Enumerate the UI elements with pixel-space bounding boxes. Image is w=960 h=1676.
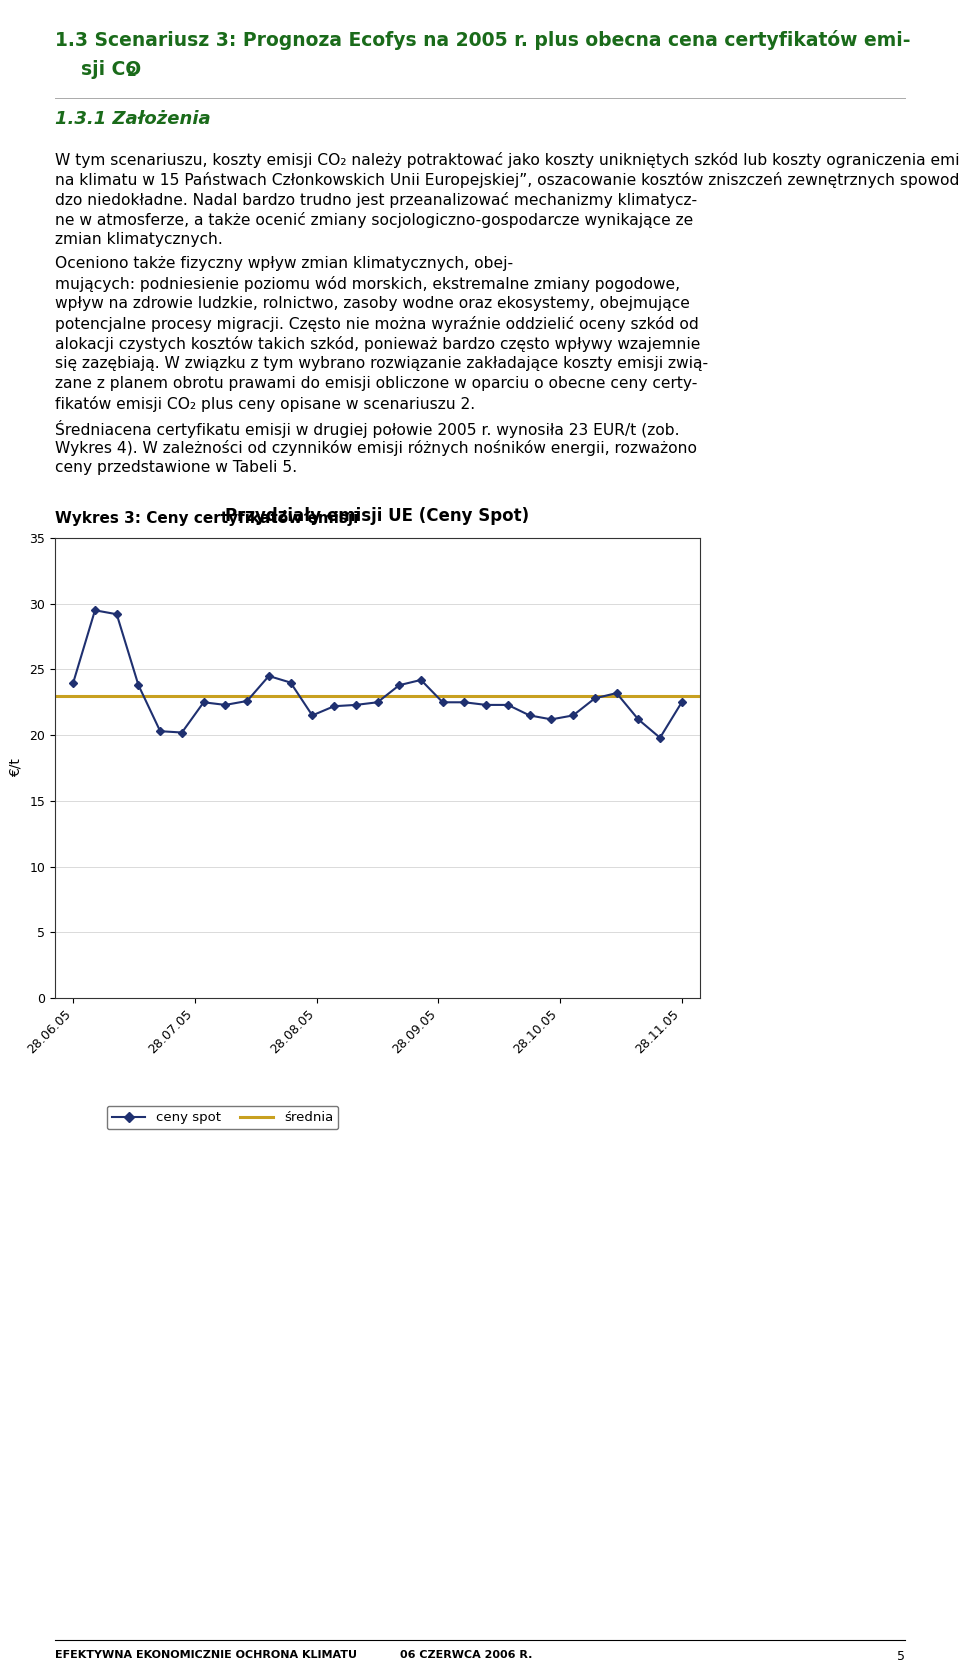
Text: na klimatu w 15 Państwach Członkowskich Unii Europejskiej”, oszacowanie kosztów : na klimatu w 15 Państwach Członkowskich … [55, 173, 960, 188]
Text: 1.3.1 Założenia: 1.3.1 Założenia [55, 111, 210, 127]
Text: 2: 2 [127, 65, 136, 79]
Text: alokacji czystych kosztów takich szkód, ponieważ bardzo często wpływy wzajemnie: alokacji czystych kosztów takich szkód, … [55, 335, 701, 352]
Text: sji CO: sji CO [55, 60, 141, 79]
Title: Przydziały emisji UE (Ceny Spot): Przydziały emisji UE (Ceny Spot) [226, 508, 530, 525]
Text: Wykres 3: Ceny certyfikatów emisji: Wykres 3: Ceny certyfikatów emisji [55, 510, 358, 526]
Text: fikatów emisji CO₂ plus ceny opisane w scenariuszu 2.: fikatów emisji CO₂ plus ceny opisane w s… [55, 396, 475, 412]
Y-axis label: €/t: €/t [9, 759, 22, 778]
Text: się zazębiają. W związku z tym wybrano rozwiązanie zakładające koszty emisji zwi: się zazębiają. W związku z tym wybrano r… [55, 355, 708, 370]
Text: zmian klimatycznych.: zmian klimatycznych. [55, 231, 223, 246]
Text: EFEKTYWNA EKONOMICZNIE OCHRONA KLIMATU: EFEKTYWNA EKONOMICZNIE OCHRONA KLIMATU [55, 1649, 357, 1659]
Text: 5: 5 [897, 1649, 905, 1663]
Text: ne w atmosferze, a także ocenić zmiany socjologiczno-gospodarcze wynikające ze: ne w atmosferze, a także ocenić zmiany s… [55, 211, 693, 228]
Legend: ceny spot, średnia: ceny spot, średnia [107, 1106, 339, 1130]
Text: ceny przedstawione w Tabeli 5.: ceny przedstawione w Tabeli 5. [55, 459, 298, 474]
Text: mujących: podniesienie poziomu wód morskich, ekstremalne zmiany pogodowe,: mujących: podniesienie poziomu wód morsk… [55, 277, 680, 292]
Text: wpływ na zdrowie ludzkie, rolnictwo, zasoby wodne oraz ekosystemy, obejmujące: wpływ na zdrowie ludzkie, rolnictwo, zas… [55, 297, 690, 312]
Text: 1.3 Scenariusz 3: Prognoza Ecofys na 2005 r. plus obecna cena certyfikatów emi-: 1.3 Scenariusz 3: Prognoza Ecofys na 200… [55, 30, 910, 50]
Text: Oceniono także fizyczny wpływ zmian klimatycznych, obej-: Oceniono także fizyczny wpływ zmian klim… [55, 256, 514, 272]
Text: zane z planem obrotu prawami do emisji obliczone w oparciu o obecne ceny certy-: zane z planem obrotu prawami do emisji o… [55, 375, 697, 391]
Text: Wykres 4). W zależności od czynników emisji różnych nośników energii, rozważono: Wykres 4). W zależności od czynników emi… [55, 441, 697, 456]
Text: potencjalne procesy migracji. Często nie można wyraźnie oddzielić oceny szkód od: potencjalne procesy migracji. Często nie… [55, 317, 699, 332]
Text: Średniacena certyfikatu emisji w drugiej połowie 2005 r. wynosiła 23 EUR/t (zob.: Średniacena certyfikatu emisji w drugiej… [55, 421, 680, 437]
Text: dzo niedokładne. Nadal bardzo trudno jest przeanalizować mechanizmy klimatycz-: dzo niedokładne. Nadal bardzo trudno jes… [55, 193, 697, 208]
Text: W tym scenariuszu, koszty emisji CO₂ należy potraktować jako koszty unikniętych : W tym scenariuszu, koszty emisji CO₂ nal… [55, 153, 960, 168]
Text: 06 CZERWCA 2006 R.: 06 CZERWCA 2006 R. [400, 1649, 533, 1659]
